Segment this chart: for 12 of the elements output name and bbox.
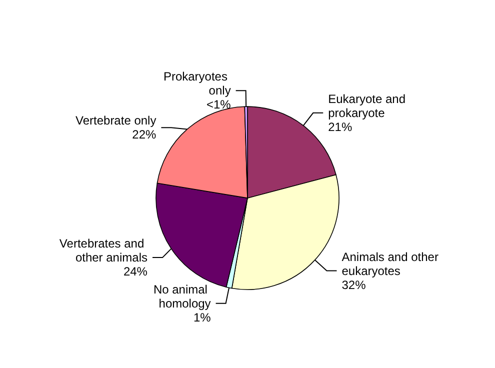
slice-label: Vertebrates and other animals xyxy=(59,236,148,265)
slice-label: Eukaryote and prokaryote xyxy=(328,92,409,120)
data-label: 21% xyxy=(328,120,352,134)
data-label: 22% xyxy=(132,128,157,142)
data-label: <1% xyxy=(206,98,232,112)
data-label: 32% xyxy=(342,278,366,292)
data-label: 24% xyxy=(123,264,148,279)
slice-label: Animals and other eukaryotes xyxy=(342,250,442,278)
slice-label: Vertebrate only xyxy=(75,114,156,128)
slice-label: Prokaryotes only xyxy=(163,70,231,98)
data-label: 1% xyxy=(193,310,212,324)
slice-label: No animal homology xyxy=(153,282,211,310)
